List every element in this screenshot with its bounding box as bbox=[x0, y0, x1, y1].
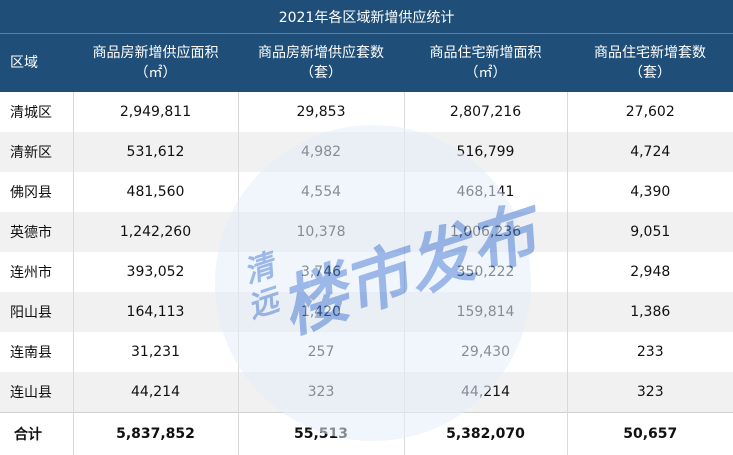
table-cell: 27,602 bbox=[567, 92, 733, 132]
header-unit: （套） bbox=[238, 63, 404, 83]
table-cell: 9,051 bbox=[567, 212, 733, 252]
table-cell: 531,612 bbox=[73, 132, 238, 172]
region-cell: 连山县 bbox=[0, 372, 73, 413]
total-cell: 5,837,852 bbox=[73, 413, 238, 455]
table-cell: 29,430 bbox=[404, 332, 567, 372]
table-cell: 350,222 bbox=[404, 252, 567, 292]
header-line: 商品房新增供应套数 bbox=[238, 43, 404, 63]
table-cell: 10,378 bbox=[238, 212, 404, 252]
total-label: 合计 bbox=[0, 413, 73, 455]
table-cell: 2,807,216 bbox=[404, 92, 567, 132]
total-cell: 5,382,070 bbox=[404, 413, 567, 455]
table-title: 2021年各区域新增供应统计 bbox=[0, 0, 733, 34]
table-cell: 1,386 bbox=[567, 292, 733, 332]
column-header-commercial-area: 商品房新增供应面积 （㎡） bbox=[73, 34, 238, 93]
table-row: 清新区 531,612 4,982 516,799 4,724 bbox=[0, 132, 733, 172]
header-unit: （套） bbox=[567, 63, 733, 83]
table-cell: 1,420 bbox=[238, 292, 404, 332]
table-cell: 4,724 bbox=[567, 132, 733, 172]
table-row: 清城区 2,949,811 29,853 2,807,216 27,602 bbox=[0, 92, 733, 132]
total-cell: 55,513 bbox=[238, 413, 404, 455]
header-line: 商品住宅新增套数 bbox=[567, 43, 733, 63]
column-header-residential-area: 商品住宅新增面积 （㎡） bbox=[404, 34, 567, 93]
total-cell: 50,657 bbox=[567, 413, 733, 455]
region-cell: 阳山县 bbox=[0, 292, 73, 332]
column-header-region: 区域 bbox=[0, 34, 73, 93]
header-line: 商品房新增供应面积 bbox=[73, 43, 238, 63]
table-cell: 1,006,236 bbox=[404, 212, 567, 252]
table-cell: 164,113 bbox=[73, 292, 238, 332]
table-row: 英德市 1,242,260 10,378 1,006,236 9,051 bbox=[0, 212, 733, 252]
table-row: 连南县 31,231 257 29,430 233 bbox=[0, 332, 733, 372]
region-cell: 佛冈县 bbox=[0, 172, 73, 212]
region-cell: 清新区 bbox=[0, 132, 73, 172]
table-row: 连山县 44,214 323 44,214 323 bbox=[0, 372, 733, 413]
table-cell: 3,746 bbox=[238, 252, 404, 292]
table-cell: 468,141 bbox=[404, 172, 567, 212]
table-cell: 1,242,260 bbox=[73, 212, 238, 252]
table-cell: 257 bbox=[238, 332, 404, 372]
table-cell: 31,231 bbox=[73, 332, 238, 372]
table-cell: 2,949,811 bbox=[73, 92, 238, 132]
region-cell: 清城区 bbox=[0, 92, 73, 132]
table-row: 佛冈县 481,560 4,554 468,141 4,390 bbox=[0, 172, 733, 212]
table-cell: 516,799 bbox=[404, 132, 567, 172]
table-cell: 4,554 bbox=[238, 172, 404, 212]
table-row: 连州市 393,052 3,746 350,222 2,948 bbox=[0, 252, 733, 292]
header-unit: （㎡） bbox=[404, 63, 567, 83]
header-line: 区域 bbox=[10, 55, 38, 71]
table-cell: 44,214 bbox=[73, 372, 238, 413]
column-header-commercial-units: 商品房新增供应套数 （套） bbox=[238, 34, 404, 93]
total-row: 合计 5,837,852 55,513 5,382,070 50,657 bbox=[0, 413, 733, 455]
column-header-residential-units: 商品住宅新增套数 （套） bbox=[567, 34, 733, 93]
table-cell: 44,214 bbox=[404, 372, 567, 413]
table-cell: 481,560 bbox=[73, 172, 238, 212]
table-row: 阳山县 164,113 1,420 159,814 1,386 bbox=[0, 292, 733, 332]
table-cell: 393,052 bbox=[73, 252, 238, 292]
table-cell: 323 bbox=[567, 372, 733, 413]
table-cell: 4,982 bbox=[238, 132, 404, 172]
region-cell: 英德市 bbox=[0, 212, 73, 252]
region-cell: 连州市 bbox=[0, 252, 73, 292]
table-cell: 159,814 bbox=[404, 292, 567, 332]
table-cell: 29,853 bbox=[238, 92, 404, 132]
region-cell: 连南县 bbox=[0, 332, 73, 372]
table-cell: 323 bbox=[238, 372, 404, 413]
header-line: 商品住宅新增面积 bbox=[404, 43, 567, 63]
header-unit: （㎡） bbox=[73, 63, 238, 83]
table-cell: 2,948 bbox=[567, 252, 733, 292]
table-cell: 4,390 bbox=[567, 172, 733, 212]
header-row: 区域 商品房新增供应面积 （㎡） 商品房新增供应套数 （套） 商品住宅新增面积 … bbox=[0, 34, 733, 93]
table-cell: 233 bbox=[567, 332, 733, 372]
